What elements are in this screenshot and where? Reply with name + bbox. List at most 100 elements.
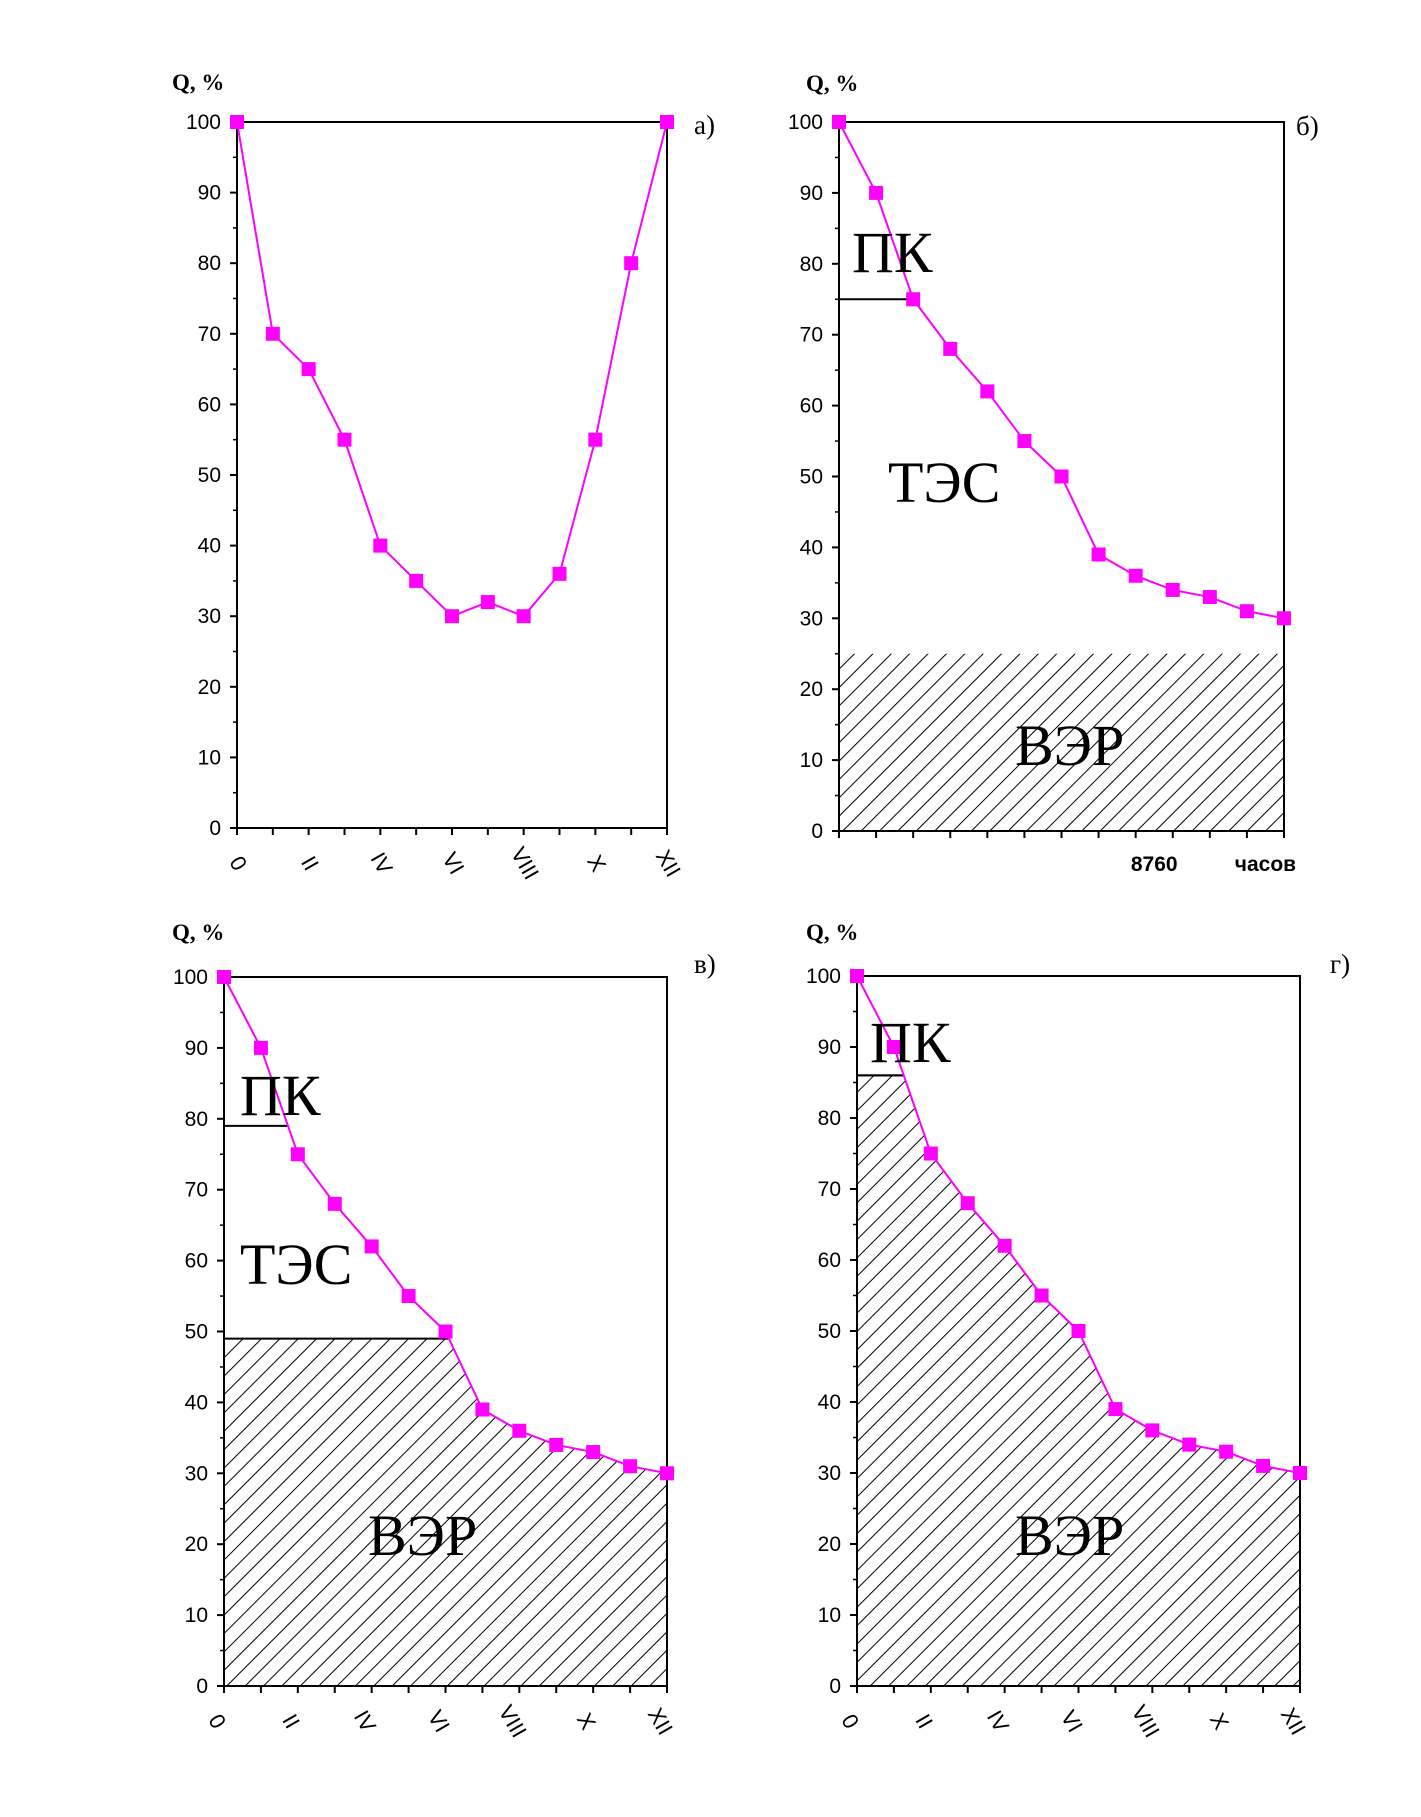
data-point xyxy=(623,1459,638,1474)
data-point xyxy=(1219,1444,1234,1459)
y-tick-label: 0 xyxy=(811,820,823,843)
data-point xyxy=(943,341,958,356)
x-tick-label: VI xyxy=(1056,1706,1088,1737)
y-tick-label: 0 xyxy=(209,817,221,840)
data-point xyxy=(906,292,921,307)
x-tick-label: X xyxy=(1205,1709,1234,1734)
x-tick-label: IV xyxy=(349,1706,381,1737)
panel-letter: г) xyxy=(1330,949,1350,979)
x-tick-label: X xyxy=(582,851,611,876)
data-point xyxy=(980,384,995,399)
data-point xyxy=(624,256,639,271)
data-point xyxy=(290,1147,305,1162)
y-tick-label: 20 xyxy=(185,1533,208,1556)
region-label: ВЭР xyxy=(1015,713,1124,778)
y-tick-label: 60 xyxy=(800,395,823,418)
data-point xyxy=(327,1196,342,1211)
y-tick-label: 90 xyxy=(185,1037,208,1060)
y-axis-label: Q, % xyxy=(806,71,858,96)
data-point xyxy=(1091,547,1106,562)
y-tick-label: 90 xyxy=(198,182,221,205)
data-point xyxy=(886,1040,901,1054)
region-hatch-ВЭР xyxy=(857,1075,1300,1686)
y-tick-label: 30 xyxy=(800,607,823,630)
y-axis-label: Q, % xyxy=(806,920,858,945)
data-point xyxy=(588,432,603,447)
region-hatch-ВЭР xyxy=(224,1338,667,1686)
x-tick-label: IV xyxy=(982,1706,1014,1737)
y-tick-label: 10 xyxy=(198,746,221,769)
y-tick-label: 20 xyxy=(198,676,221,699)
data-point xyxy=(1128,568,1143,583)
x-tick-label: II xyxy=(296,852,324,875)
y-tick-label: 10 xyxy=(818,1604,841,1627)
data-point xyxy=(516,609,531,624)
y-tick-label: 70 xyxy=(185,1179,208,1202)
y-axis-label: Q, % xyxy=(172,70,224,95)
x-tick-label: XII xyxy=(1276,1703,1311,1739)
y-tick-label: 70 xyxy=(198,323,221,346)
x-unit-label: часов xyxy=(1235,853,1296,876)
data-point xyxy=(850,969,864,983)
region-label: ВЭР xyxy=(1015,1503,1124,1568)
region-label: ПК xyxy=(870,1010,951,1075)
x-tick-label: VIII xyxy=(1127,1701,1165,1742)
data-point xyxy=(1182,1437,1197,1452)
y-tick-label: 0 xyxy=(196,1675,208,1698)
data-point xyxy=(549,1437,564,1452)
panel-letter: в) xyxy=(694,949,716,979)
x-tick-label: IV xyxy=(366,848,398,879)
y-tick-label: 60 xyxy=(185,1250,208,1273)
x-tick-label: VI xyxy=(437,848,469,879)
data-point xyxy=(1034,1288,1049,1303)
plot-frame xyxy=(236,121,668,829)
y-tick-label: 90 xyxy=(800,182,823,205)
region-label: ПК xyxy=(852,220,933,285)
y-tick-label: 90 xyxy=(818,1036,841,1059)
region-label: ВЭР xyxy=(368,1503,477,1568)
series-line xyxy=(236,121,668,618)
y-tick-label: 100 xyxy=(788,111,823,134)
y-tick-label: 80 xyxy=(800,253,823,276)
x-tick-label: VIII xyxy=(494,1701,532,1742)
x-tick-label: II xyxy=(277,1710,305,1733)
data-point xyxy=(409,573,424,588)
y-tick-label: 40 xyxy=(185,1391,208,1414)
series-line xyxy=(838,121,1285,620)
y-tick-label: 60 xyxy=(198,393,221,416)
y-tick-label: 60 xyxy=(818,1249,841,1272)
y-tick-label: 70 xyxy=(800,324,823,347)
y-tick-label: 100 xyxy=(186,111,221,134)
chart-panel-4: 0 10 20 30 40 50 60 70 80 90 100 0 II IV VI VIII X XII Q, … xyxy=(806,920,1350,1742)
data-point xyxy=(512,1423,527,1438)
y-axis-label: Q, % xyxy=(172,920,224,945)
y-tick-label: 20 xyxy=(800,678,823,701)
y-tick-label: 80 xyxy=(818,1107,841,1130)
data-point xyxy=(1165,582,1180,597)
y-tick-label: 30 xyxy=(818,1462,841,1485)
y-tick-label: 50 xyxy=(818,1320,841,1343)
region-label: ТЭС xyxy=(240,1232,352,1297)
chart-panel-1: 0 10 20 30 40 50 60 70 80 90 100 0 II IV VI VIII X XII Q, … xyxy=(172,70,715,884)
x-tick-label: 0 xyxy=(203,1710,231,1733)
chart-panel-3: 0 10 20 30 40 50 60 70 80 90 100 0 II IV VI VIII X XII Q, … xyxy=(172,920,716,1742)
y-tick-label: 40 xyxy=(198,535,221,558)
y-tick-label: 0 xyxy=(829,1675,841,1698)
data-point xyxy=(660,115,674,129)
data-point xyxy=(869,185,884,200)
data-point xyxy=(1071,1324,1086,1338)
y-tick-label: 100 xyxy=(806,965,841,988)
data-point xyxy=(960,1196,975,1211)
chart-panel-2: 0 10 20 30 40 50 60 70 80 90 100 8760 часов Q, % б) ПК Т… xyxy=(788,71,1319,876)
data-point xyxy=(832,115,846,129)
x-tick-label: 8760 xyxy=(1131,853,1178,876)
y-tick-label: 10 xyxy=(800,749,823,772)
y-tick-label: 80 xyxy=(185,1108,208,1131)
y-tick-label: 40 xyxy=(818,1391,841,1414)
data-point xyxy=(230,115,244,129)
data-point xyxy=(1256,1458,1271,1473)
data-point xyxy=(1202,590,1217,605)
x-tick-label: VI xyxy=(423,1706,455,1737)
data-point xyxy=(475,1402,490,1417)
